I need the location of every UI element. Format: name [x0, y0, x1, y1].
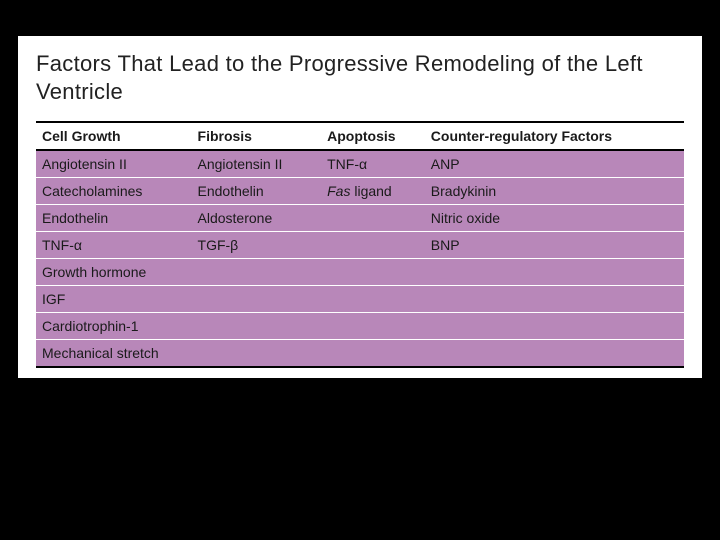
- table-row: Growth hormone: [36, 259, 684, 286]
- table-cell: [321, 313, 425, 340]
- table-cell: Endothelin: [192, 178, 322, 205]
- table-cell: [321, 205, 425, 232]
- table-body: Angiotensin II Angiotensin II TNF-α ANP …: [36, 150, 684, 367]
- table-cell: [321, 340, 425, 368]
- table-row: Angiotensin II Angiotensin II TNF-α ANP: [36, 150, 684, 178]
- table-cell: [192, 286, 322, 313]
- table-row: Cardiotrophin-1: [36, 313, 684, 340]
- table-cell: [425, 313, 684, 340]
- table-cell: Bradykinin: [425, 178, 684, 205]
- table-cell: TGF-β: [192, 232, 322, 259]
- table-row: TNF-α TGF-β BNP: [36, 232, 684, 259]
- col-header: Apoptosis: [321, 122, 425, 150]
- table-cell: [192, 313, 322, 340]
- italic-text: Fas: [327, 183, 350, 199]
- table-cell: IGF: [36, 286, 192, 313]
- table-row: Catecholamines Endothelin Fas ligand Bra…: [36, 178, 684, 205]
- table-row: IGF: [36, 286, 684, 313]
- col-header: Fibrosis: [192, 122, 322, 150]
- col-header: Cell Growth: [36, 122, 192, 150]
- table-cell: Mechanical stretch: [36, 340, 192, 368]
- table-cell: [321, 286, 425, 313]
- table-cell: Nitric oxide: [425, 205, 684, 232]
- col-header: Counter-regulatory Factors: [425, 122, 684, 150]
- table-cell: [192, 340, 322, 368]
- table-row: Mechanical stretch: [36, 340, 684, 368]
- table-cell: TNF-α: [321, 150, 425, 178]
- table-cell: TNF-α: [36, 232, 192, 259]
- slide-card: Factors That Lead to the Progressive Rem…: [18, 36, 702, 378]
- table-cell: Endothelin: [36, 205, 192, 232]
- table-cell: Growth hormone: [36, 259, 192, 286]
- table-cell: Aldosterone: [192, 205, 322, 232]
- table-cell: ANP: [425, 150, 684, 178]
- table-cell: [425, 340, 684, 368]
- table-cell: Fas ligand: [321, 178, 425, 205]
- slide-title: Factors That Lead to the Progressive Rem…: [36, 50, 684, 105]
- factors-table: Cell Growth Fibrosis Apoptosis Counter-r…: [36, 121, 684, 368]
- table-cell: Cardiotrophin-1: [36, 313, 192, 340]
- table-cell: [425, 259, 684, 286]
- table-cell: [192, 259, 322, 286]
- table-cell: [425, 286, 684, 313]
- table-row: Endothelin Aldosterone Nitric oxide: [36, 205, 684, 232]
- table-cell: [321, 232, 425, 259]
- table-cell: Angiotensin II: [36, 150, 192, 178]
- table-header-row: Cell Growth Fibrosis Apoptosis Counter-r…: [36, 122, 684, 150]
- table-cell: Angiotensin II: [192, 150, 322, 178]
- table-cell: [321, 259, 425, 286]
- table-cell: Catecholamines: [36, 178, 192, 205]
- table-cell: BNP: [425, 232, 684, 259]
